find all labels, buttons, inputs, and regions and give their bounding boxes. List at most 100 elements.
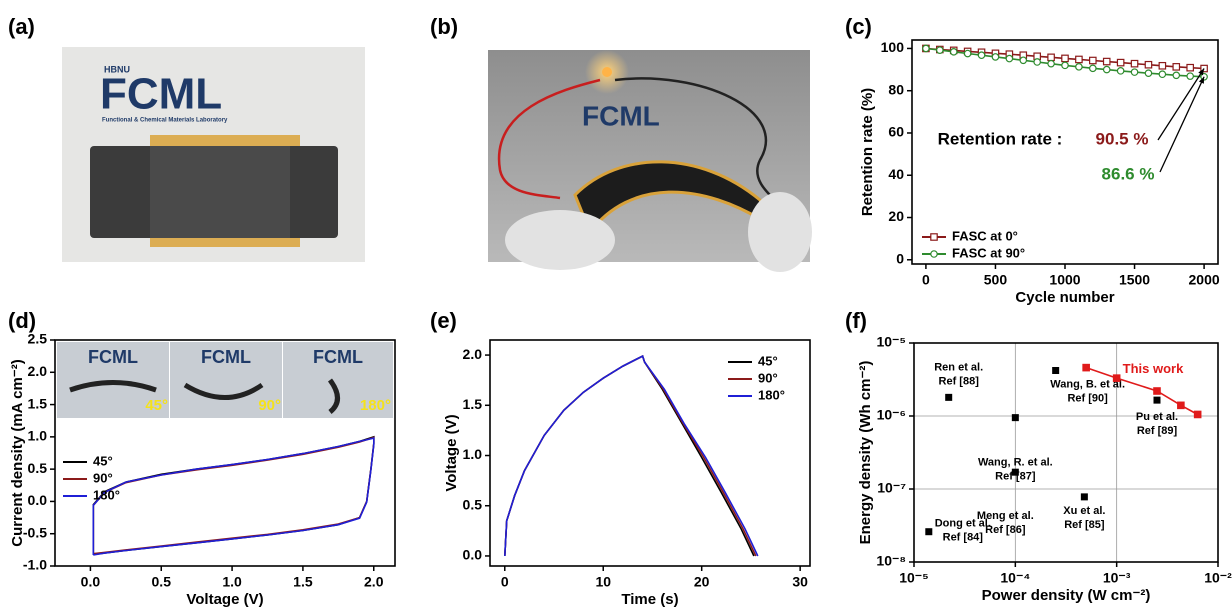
x-tick-label: 10⁻²: [1204, 570, 1232, 586]
y-tick-label: 10⁻⁷: [877, 480, 906, 496]
marker: [1062, 62, 1068, 68]
angle-label: 45°: [145, 397, 168, 414]
legend-label: 180°: [758, 387, 785, 402]
marker: [1048, 54, 1054, 60]
marker: [992, 54, 998, 60]
panel-label: (f): [845, 308, 867, 333]
marker: [923, 45, 929, 51]
marker: [1083, 364, 1089, 370]
y-tick-label: 40: [888, 166, 904, 182]
point: [1012, 414, 1019, 421]
marker: [1178, 402, 1184, 408]
photo-a: HBNU FCML Functional & Chemical Material…: [62, 47, 365, 262]
y-tick-label: -0.5: [23, 524, 47, 540]
glove: [748, 192, 812, 272]
point: [925, 528, 932, 535]
series-line: [93, 437, 374, 555]
sample: [150, 146, 290, 238]
marker: [937, 47, 943, 53]
angle-label: 180°: [360, 397, 391, 414]
legend-marker: [931, 251, 937, 257]
marker: [1090, 65, 1096, 71]
y-tick-label: 0: [896, 250, 904, 266]
marker: [1194, 411, 1200, 417]
marker: [1187, 64, 1193, 70]
y-tick-label: 2.5: [28, 331, 48, 347]
panel-label: (a): [8, 14, 35, 39]
legend-label: 45°: [93, 453, 113, 468]
photo-text: FCML: [313, 347, 363, 367]
figure: (a) (b) (c) (d) (e) (f) HBNU FCML Functi…: [0, 0, 1232, 608]
point-label: Ren et al.: [934, 361, 983, 373]
y-tick-label: 1.0: [28, 428, 48, 444]
x-tick-label: 30: [792, 574, 808, 590]
point-label: Ref [90]: [1067, 392, 1108, 404]
x-tick-label: 1000: [1049, 272, 1080, 288]
point-label: Meng et al.: [977, 510, 1034, 522]
y-tick-label: 0.5: [28, 460, 48, 476]
x-tick-label: 0: [501, 574, 509, 590]
legend-label: 90°: [758, 370, 778, 385]
marker: [1173, 72, 1179, 78]
x-tick-label: 2000: [1189, 272, 1220, 288]
point-label: Ref [88]: [939, 375, 980, 387]
point: [1052, 367, 1059, 374]
marker: [1145, 70, 1151, 76]
marker: [951, 49, 957, 55]
annotation: 90.5 %: [1096, 129, 1149, 148]
marker: [1159, 71, 1165, 77]
legend-label: FASC at 0°: [952, 228, 1018, 243]
marker: [1090, 57, 1096, 63]
y-tick-label: 1.5: [463, 396, 483, 412]
marker: [1187, 73, 1193, 79]
y-tick-label: 0.5: [463, 496, 483, 512]
marker: [1154, 388, 1160, 394]
y-tick-label: 80: [888, 81, 904, 97]
y-axis-label: Voltage (V): [443, 414, 460, 491]
y-axis-label: Energy density (Wh cm⁻²): [857, 361, 874, 545]
series-line: [505, 356, 758, 556]
x-tick-label: 0: [922, 272, 930, 288]
point-label: Pu et al.: [1136, 411, 1178, 423]
photo-text: FCML: [88, 347, 138, 367]
y-tick-label: 10⁻⁶: [877, 407, 906, 423]
marker: [1034, 59, 1040, 65]
x-tick-label: 20: [694, 574, 710, 590]
marker: [1076, 56, 1082, 62]
point-label: Xu et al.: [1063, 505, 1105, 517]
y-axis-label: Current density (mA cm⁻²): [9, 359, 26, 546]
y-tick-label: 2.0: [28, 363, 48, 379]
marker: [1117, 68, 1123, 74]
x-tick-label: 2.0: [364, 574, 384, 590]
x-tick-label: 0.0: [81, 574, 101, 590]
annotation-arrow: [1158, 69, 1204, 140]
series-label: This work: [1123, 361, 1184, 376]
x-tick-label: 1500: [1119, 272, 1150, 288]
x-axis-label: Power density (W cm⁻²): [982, 587, 1151, 604]
marker: [1173, 64, 1179, 70]
y-tick-label: 0.0: [463, 547, 483, 563]
legend-label: 180°: [93, 487, 120, 502]
x-tick-label: 500: [984, 272, 1008, 288]
marker: [1104, 66, 1110, 72]
x-tick-label: 10⁻³: [1103, 570, 1131, 586]
x-axis-label: Voltage (V): [186, 591, 263, 608]
legend-label: 90°: [93, 470, 113, 485]
series-line: [93, 438, 374, 554]
point: [945, 394, 952, 401]
marker: [1020, 57, 1026, 63]
point-label: Ref [84]: [943, 532, 984, 544]
point-label: Ref [89]: [1137, 425, 1178, 437]
photo-text: FCML: [100, 70, 222, 119]
y-tick-label: 100: [881, 39, 905, 55]
y-tick-label: -1.0: [23, 557, 47, 573]
marker: [978, 52, 984, 58]
series-line: [505, 356, 756, 556]
marker: [1006, 55, 1012, 61]
panel-label: (c): [845, 14, 872, 39]
legend-label: FASC at 90°: [952, 245, 1025, 260]
legend-marker: [931, 234, 937, 240]
marker: [1159, 63, 1165, 69]
point: [1081, 493, 1088, 500]
point: [1153, 397, 1160, 404]
